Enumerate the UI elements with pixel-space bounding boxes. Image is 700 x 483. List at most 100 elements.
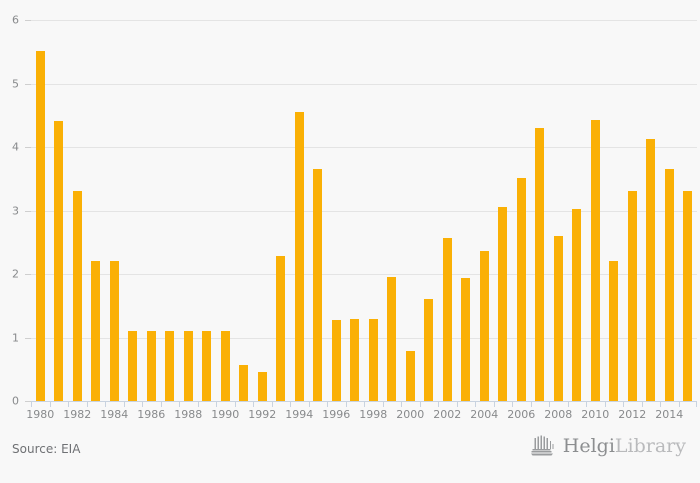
- bar[interactable]: [664, 169, 674, 401]
- bar[interactable]: [331, 319, 341, 401]
- bar[interactable]: [627, 191, 637, 401]
- bar[interactable]: [165, 331, 175, 401]
- x-tick-mark: [123, 401, 125, 407]
- x-tick-mark: [308, 401, 310, 407]
- bar[interactable]: [590, 120, 600, 401]
- x-tick-label-1998: 1998: [359, 408, 388, 421]
- bar[interactable]: [202, 331, 212, 401]
- bar[interactable]: [535, 127, 545, 401]
- x-tick-mark: [253, 401, 254, 407]
- bar[interactable]: [350, 319, 360, 401]
- bar[interactable]: [387, 277, 397, 401]
- bar[interactable]: [405, 350, 415, 401]
- bar[interactable]: [72, 191, 82, 401]
- y-tick-mark-0: [25, 401, 31, 402]
- bar[interactable]: [609, 260, 619, 401]
- bar[interactable]: [183, 331, 193, 401]
- x-tick-mark: [678, 401, 680, 407]
- x-tick-mark: [197, 401, 199, 407]
- x-tick-mark: [68, 401, 69, 407]
- y-tick-label-0: 0: [12, 394, 19, 408]
- x-tick-mark: [419, 401, 421, 407]
- gridline-2: [31, 274, 697, 275]
- x-tick-mark: [345, 401, 347, 407]
- bar[interactable]: [294, 112, 304, 401]
- x-tick-label-1984: 1984: [100, 408, 129, 421]
- x-tick-label-1980: 1980: [26, 408, 55, 421]
- bar[interactable]: [442, 238, 452, 401]
- x-tick-mark: [512, 401, 513, 407]
- x-tick-mark: [142, 401, 143, 407]
- x-tick-label-2008: 2008: [544, 408, 573, 421]
- x-tick-label-1988: 1988: [174, 408, 203, 421]
- bar[interactable]: [683, 191, 693, 401]
- x-tick-mark: [696, 401, 697, 407]
- x-tick-mark: [567, 401, 569, 407]
- x-tick-mark: [438, 401, 439, 407]
- bar[interactable]: [368, 319, 378, 401]
- bar[interactable]: [239, 365, 249, 401]
- x-tick-mark: [364, 401, 365, 407]
- chart-footer: Source: EIA HelgiLibrary: [0, 423, 700, 483]
- plot-area: 0 1 2 3 4 5 6: [12, 15, 697, 407]
- bar[interactable]: [35, 51, 45, 401]
- x-tick-mark: [271, 401, 273, 407]
- brand-logo[interactable]: HelgiLibrary: [530, 435, 686, 457]
- x-tick-mark: [234, 401, 236, 407]
- brand-name-secondary: Library: [614, 434, 686, 457]
- y-tick-label-5: 5: [12, 77, 19, 90]
- bar[interactable]: [54, 120, 64, 401]
- x-tick-label-2006: 2006: [507, 408, 536, 421]
- y-tick-mark-5: [25, 83, 31, 85]
- x-tick-label-2000: 2000: [396, 408, 425, 421]
- x-tick-mark: [86, 401, 88, 407]
- x-tick-mark: [530, 401, 532, 407]
- bar-series: [31, 20, 697, 401]
- y-tick-label-2: 2: [12, 267, 19, 281]
- x-tick-mark: [105, 401, 106, 407]
- x-tick-mark: [160, 401, 162, 407]
- bar[interactable]: [313, 168, 323, 401]
- gridline-4: [31, 147, 697, 148]
- x-tick-label-1994: 1994: [285, 408, 314, 421]
- bar[interactable]: [128, 331, 138, 401]
- x-tick-mark: [549, 401, 550, 407]
- x-tick-label-2014: 2014: [655, 408, 684, 421]
- x-tick-label-1990: 1990: [211, 408, 240, 421]
- x-tick-mark: [456, 401, 458, 407]
- bar[interactable]: [109, 261, 119, 401]
- y-tick-mark-2: [25, 274, 31, 275]
- x-axis: 1980 1982 1984 1986 1988 1990 1992 1994 1996 1998…: [26, 401, 697, 423]
- bar[interactable]: [553, 235, 563, 401]
- x-tick-mark: [401, 401, 402, 407]
- x-tick-label-1986: 1986: [137, 408, 166, 421]
- bar[interactable]: [276, 255, 286, 401]
- bar[interactable]: [498, 207, 508, 401]
- x-tick-label-2012: 2012: [618, 408, 647, 421]
- y-tick-label-4: 4: [12, 140, 19, 154]
- y-tick-mark-4: [25, 147, 31, 148]
- bar[interactable]: [146, 331, 156, 401]
- y-tick-label-1: 1: [12, 331, 19, 344]
- y-tick-label-6: 6: [12, 13, 19, 27]
- bar[interactable]: [91, 261, 101, 401]
- x-tick-mark: [604, 401, 606, 407]
- bar[interactable]: [461, 277, 471, 401]
- bar[interactable]: [257, 372, 267, 401]
- library-building-icon: [530, 435, 554, 456]
- x-tick-mark: [623, 401, 624, 407]
- x-tick-mark: [216, 401, 217, 407]
- bar[interactable]: [572, 209, 582, 401]
- bar[interactable]: [424, 298, 434, 401]
- bar[interactable]: [646, 138, 656, 401]
- source-note: Source: EIA: [12, 442, 81, 456]
- x-tick-mark: [660, 401, 661, 407]
- bar[interactable]: [220, 331, 230, 401]
- bar[interactable]: [479, 250, 489, 401]
- brand-wordmark: HelgiLibrary: [562, 434, 686, 457]
- x-tick-mark: [179, 401, 180, 407]
- brand-name-primary: Helgi: [562, 434, 615, 457]
- x-tick-label-2004: 2004: [470, 408, 499, 421]
- bar[interactable]: [516, 178, 526, 401]
- x-tick-label-2002: 2002: [433, 408, 462, 421]
